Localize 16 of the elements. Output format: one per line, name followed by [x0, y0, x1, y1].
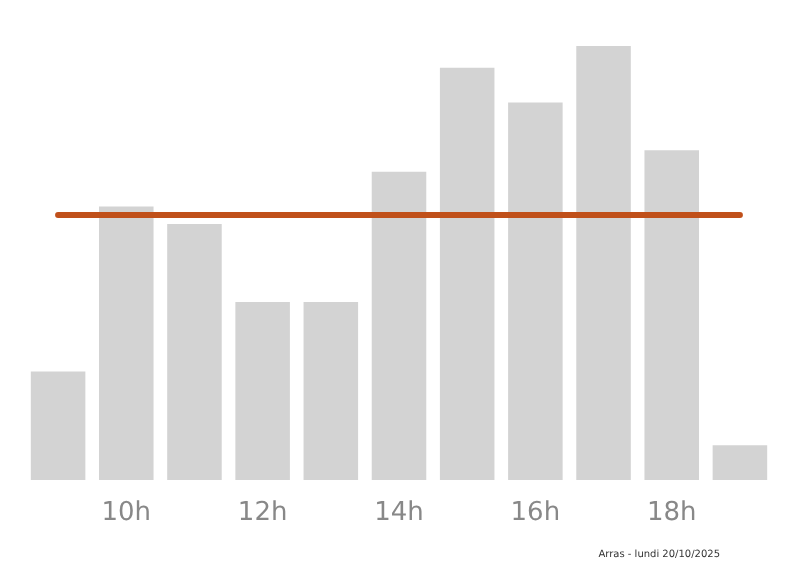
bar	[576, 46, 631, 480]
bar	[30, 371, 86, 480]
x-tick-label: 16h	[510, 498, 561, 528]
x-tick-label: 10h	[101, 498, 152, 528]
x-tick-label: 14h	[374, 498, 424, 528]
bar	[508, 102, 563, 480]
bar	[167, 223, 222, 480]
bar	[439, 67, 495, 480]
bar	[99, 206, 154, 480]
bar	[644, 150, 699, 480]
bar	[235, 302, 290, 480]
x-tick-label: 12h	[237, 498, 288, 528]
bar	[371, 171, 427, 480]
bar	[303, 302, 359, 480]
x-tick-label: 18h	[646, 498, 697, 528]
bar	[712, 445, 768, 480]
